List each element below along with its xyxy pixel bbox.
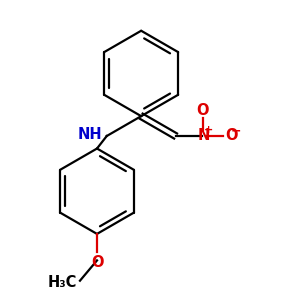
Text: +: + (204, 125, 213, 135)
Text: O: O (91, 254, 103, 269)
Text: −: − (231, 124, 241, 137)
Text: O: O (196, 103, 209, 118)
Text: N: N (197, 128, 210, 143)
Text: NH: NH (78, 127, 102, 142)
Text: H₃C: H₃C (48, 275, 77, 290)
Text: O: O (226, 128, 238, 143)
